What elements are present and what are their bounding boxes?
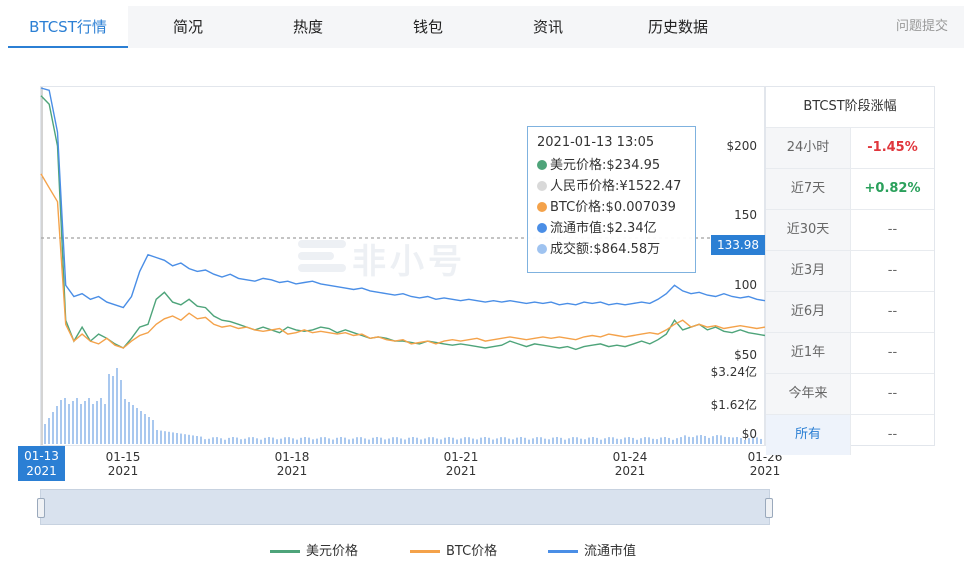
period-all[interactable]: 所有: [766, 415, 851, 455]
volume-tick-label: $1.62亿: [710, 398, 757, 412]
tooltip-volume: 成交额:$864.58万: [550, 242, 661, 257]
x-tick-label: 01-15 2021: [105, 450, 141, 478]
tooltip-row-usd: 美元价格:$234.95: [537, 155, 686, 176]
period-3m[interactable]: 近3月: [766, 251, 851, 291]
series-line-0: [40, 95, 766, 351]
tooltip-usd-price: 美元价格:$234.95: [550, 158, 661, 173]
legend-line-icon: [270, 550, 300, 553]
stats-row: 近1年 --: [766, 333, 934, 374]
legend-usd-price[interactable]: 美元价格: [270, 542, 358, 562]
tab-overview[interactable]: 简况: [172, 18, 203, 36]
period-30d[interactable]: 近30天: [766, 210, 851, 250]
period-change-table: BTCST阶段涨幅 24小时 -1.45% 近7天 +0.82% 近30天 -- 近3…: [765, 86, 935, 455]
tooltip-market-cap: 流通市值:$2.34亿: [550, 221, 657, 236]
series-line-2: [40, 87, 766, 309]
volume-bars: [44, 368, 762, 444]
tooltip-row-volume: 成交额:$864.58万: [537, 239, 686, 260]
selected-date: 01-13: [24, 449, 59, 463]
stats-row: 24小时 -1.45%: [766, 128, 934, 169]
tooltip-time: 2021-01-13 13:05: [537, 135, 655, 150]
stats-row: 近30天 --: [766, 210, 934, 251]
period-7d[interactable]: 近7天: [766, 169, 851, 209]
tab-wallet[interactable]: 钱包: [412, 18, 443, 36]
cny-dot-icon: [537, 181, 547, 191]
chart-tooltip: 2021-01-13 13:05 美元价格:$234.95 人民币价格:¥152…: [527, 126, 696, 273]
tooltip-btc-price: BTC价格:$0.007039: [550, 200, 676, 215]
watermark-text: 非小号: [352, 242, 466, 282]
tab-bar: BTCST行情 简况 热度 钱包 资讯 历史数据: [8, 6, 964, 48]
period-value: --: [887, 304, 898, 319]
range-handle-right[interactable]: [765, 498, 773, 518]
y-tick-label: 150: [734, 208, 757, 222]
period-value: --: [887, 263, 898, 278]
range-navigator[interactable]: [40, 489, 770, 525]
period-change-title: BTCST阶段涨幅: [766, 87, 934, 128]
usd-dot-icon: [537, 160, 547, 170]
stats-row: 近3月 --: [766, 251, 934, 292]
tooltip-row-cny: 人民币价格:¥1522.47: [537, 176, 686, 197]
volume-dot-icon: [537, 244, 547, 254]
x-tick-label: 01-21 2021: [443, 450, 479, 478]
btc-dot-icon: [537, 202, 547, 212]
current-price-tag: 133.98: [711, 235, 765, 255]
period-6m[interactable]: 近6月: [766, 292, 851, 332]
tab-news[interactable]: 资讯: [532, 18, 563, 36]
tab-popularity[interactable]: 热度: [292, 18, 323, 36]
period-value: --: [887, 222, 898, 237]
period-1y[interactable]: 近1年: [766, 333, 851, 373]
mcap-dot-icon: [537, 223, 547, 233]
period-value: --: [887, 345, 898, 360]
period-ytd[interactable]: 今年来: [766, 374, 851, 414]
y-tick-label: $200: [726, 139, 757, 153]
period-value: --: [887, 386, 898, 401]
legend-line-icon: [548, 550, 578, 553]
legend-market-cap[interactable]: 流通市值: [548, 542, 636, 562]
stats-row: 今年来 --: [766, 374, 934, 415]
period-value: +0.82%: [864, 181, 921, 196]
chart-frame[interactable]: [40, 86, 765, 446]
period-value: --: [887, 427, 898, 442]
volume-tick-label: $0: [741, 427, 757, 441]
y-tick-label: $50: [734, 348, 757, 362]
x-axis-selected-date: 01-13 2021: [18, 446, 65, 481]
stats-row: 所有 --: [766, 415, 934, 455]
legend-line-icon: [410, 550, 440, 553]
stats-row: 近6月 --: [766, 292, 934, 333]
range-handle-left[interactable]: [37, 498, 45, 518]
tab-market[interactable]: BTCST行情: [8, 6, 128, 48]
legend-btc-price[interactable]: BTC价格: [410, 542, 497, 562]
tooltip-cny-price: 人民币价格:¥1522.47: [550, 179, 682, 194]
period-value: -1.45%: [867, 140, 918, 155]
selected-year: 2021: [26, 464, 57, 478]
watermark-logo-icon: [298, 240, 346, 276]
feedback-link[interactable]: 问题提交: [895, 19, 948, 34]
x-tick-label: 01-18 2021: [274, 450, 310, 478]
stats-row: 近7天 +0.82%: [766, 169, 934, 210]
tab-history-data[interactable]: 历史数据: [647, 18, 708, 36]
y-tick-label: 100: [734, 278, 757, 292]
period-24h[interactable]: 24小时: [766, 128, 851, 168]
x-tick-label: 01-24 2021: [612, 450, 648, 478]
tooltip-row-btc: BTC价格:$0.007039: [537, 197, 686, 218]
volume-tick-label: $3.24亿: [710, 365, 757, 379]
tooltip-row-mcap: 流通市值:$2.34亿: [537, 218, 686, 239]
series-line-1: [40, 173, 766, 349]
